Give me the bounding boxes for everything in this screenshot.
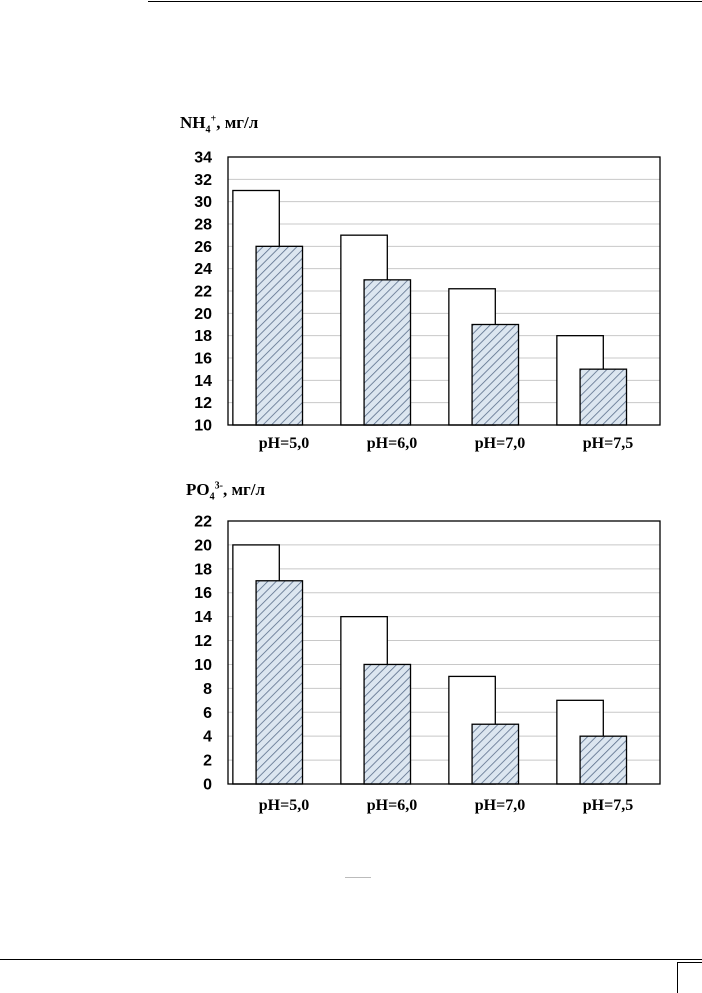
chart2-ytick-label: 4 [203,729,212,746]
chart1-ylabel-sub: 4 [205,124,211,136]
chart2-category-label: pH=5,0 [259,797,309,814]
chart1-plot-frame [227,156,661,426]
chart2-category-label: pH=6,0 [367,797,417,814]
chart2-ytick-label: 16 [194,585,212,602]
chart1-ylabel-unit: , мг/л [216,113,259,132]
chart1-category-label: pH=6,0 [367,435,417,452]
chart1-ylabel: NH4+, мг/л [180,113,258,135]
chart2-ylabel-sup: 3- [214,480,223,492]
chart1-ytick-label: 12 [194,395,212,412]
chart1-bar-series2 [471,323,520,426]
page-number-box [677,962,702,993]
chart2-ytick-label: 2 [203,753,212,770]
chart1-category-label: pH=7,5 [583,435,633,452]
chart1-ytick-label: 26 [194,239,212,256]
chart2-bar-series2 [363,663,412,785]
chart1-bar-series2 [255,245,304,426]
chart2-bar-series2 [255,580,304,785]
chart-1: 10 12 14 16 18 20 22 24 26 28 30 32 34 pH=5,0 pH=6,0 pH… [194,150,661,452]
chart1-ytick-label: 18 [194,328,212,345]
chart2-ytick-label: 0 [203,777,212,794]
chart2-ytick-label: 10 [194,657,212,674]
footer-dash [345,877,371,878]
chart2-ylabel-sub: 4 [209,491,215,503]
chart1-ytick-label: 24 [194,261,212,278]
chart1-ytick-label: 34 [194,150,212,167]
chart2-bar-series2 [579,735,628,785]
page-top-rule [148,1,702,2]
chart1-ytick-label: 30 [194,194,212,211]
chart1-ytick-label: 28 [194,217,212,234]
chart2-ytick-label: 18 [194,561,212,578]
chart2-ytick-label: 20 [194,537,212,554]
chart2-plot-frame [227,520,661,785]
chart2-ylabel: PO43-, мг/л [186,480,265,502]
chart1-ytick-label: 20 [194,306,212,323]
chart2-ytick-label: 8 [203,681,212,698]
page-bottom-rule [0,959,702,960]
chart1-bar-series2 [363,279,412,426]
chart2-bar-series2 [471,723,520,785]
chart1-ytick-label: 16 [194,351,212,368]
chart1-ytick-label: 32 [194,172,212,189]
chart2-category-label: pH=7,0 [475,797,525,814]
chart2-ylabel-main: PO [186,480,210,499]
chart1-ylabel-sup: + [210,113,217,125]
chart2-ylabel-unit: , мг/л [222,480,266,499]
chart1-ylabel-main: NH [180,113,206,132]
chart1-category-label: pH=7,0 [475,435,525,452]
chart2-ytick-label: 14 [194,609,212,626]
chart1-ytick-label: 10 [194,418,212,435]
chart1-category-label: pH=5,0 [259,435,309,452]
chart-2: 0 2 4 6 8 10 12 14 16 18 20 22 pH=5,0 pH=6,0 pH=7,0 pH=… [194,514,661,814]
chart1-bar-series2 [579,368,628,426]
chart2-ytick-label: 12 [194,633,212,650]
chart2-ytick-label: 22 [194,514,212,531]
chart1-ytick-label: 22 [194,284,212,301]
chart1-ytick-label: 14 [194,373,212,390]
chart2-category-label: pH=7,5 [583,797,633,814]
chart2-ytick-label: 6 [203,705,212,722]
